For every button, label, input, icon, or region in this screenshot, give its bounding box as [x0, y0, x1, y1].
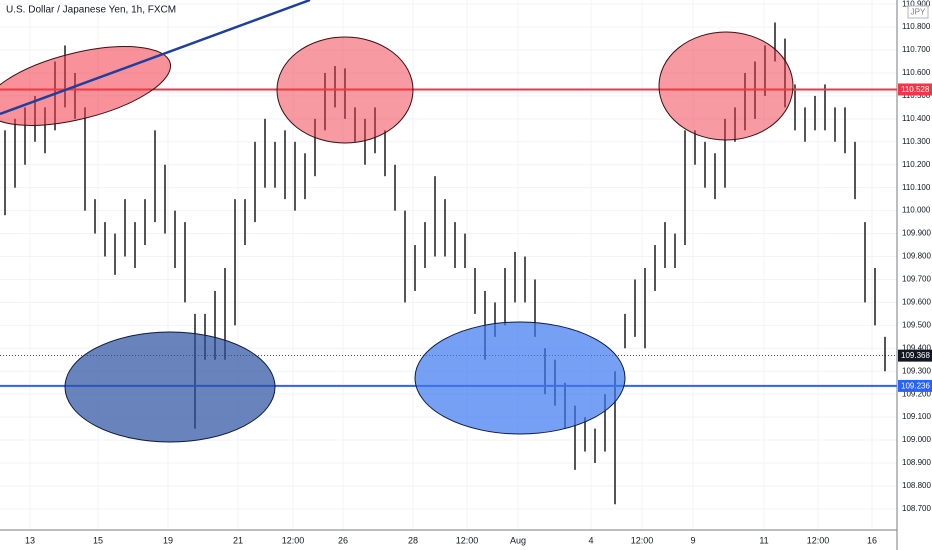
y-tick-label: 108.700	[902, 504, 931, 513]
y-tick-label: 109.600	[902, 298, 931, 307]
resistance-zone	[276, 36, 414, 144]
y-tick-label: 109.800	[902, 252, 931, 261]
axes: 108.700 108.800 108.900 109.000 109.100 109.2…	[25, 0, 932, 545]
level-label: 109.236	[901, 382, 930, 391]
x-tick-label: 26	[338, 535, 348, 545]
y-tick-label: 109.700	[902, 275, 931, 284]
x-tick-label: 28	[408, 535, 418, 545]
y-tick-label: 110.400	[902, 114, 931, 123]
y-tick-label: 110.700	[902, 45, 931, 54]
y-tick-label: 110.900	[902, 0, 931, 8]
resistance-zone	[658, 31, 794, 141]
x-tick-label: 9	[690, 535, 695, 545]
y-tick-label: 109.300	[902, 366, 931, 375]
x-tick-label: 4	[588, 535, 593, 545]
y-tick-label: 110.500	[902, 91, 931, 100]
x-tick-label: 12:00	[807, 535, 830, 545]
y-tick-label: 108.800	[902, 481, 931, 490]
y-tick-label: 109.000	[902, 435, 931, 444]
x-tick-label: 19	[163, 535, 173, 545]
y-tick-label: 109.100	[902, 412, 931, 421]
x-tick-label: 12:00	[456, 535, 479, 545]
y-tick-label: 108.900	[902, 458, 931, 467]
x-tick-label: 12:00	[282, 535, 305, 545]
last-price-box	[898, 349, 932, 362]
support-zone	[414, 321, 626, 435]
currency-box	[907, 5, 929, 19]
y-tick-label: 110.000	[902, 206, 931, 215]
x-tick-label: 13	[25, 535, 35, 545]
chart-title: U.S. Dollar / Japanese Yen, 1h, FXCM	[6, 5, 176, 16]
x-tick-label: 15	[93, 535, 103, 545]
x-tick-label: Aug	[510, 535, 526, 545]
x-tick-label: 11	[759, 535, 768, 545]
level-label-box	[898, 379, 932, 392]
y-tick-label: 109.500	[902, 320, 931, 329]
trend-line	[0, 0, 311, 116]
y-tick-label: 109.400	[902, 343, 931, 352]
y-tick-label: 110.100	[902, 183, 931, 192]
x-tick-label: 21	[233, 535, 243, 545]
level-label-box	[898, 83, 932, 96]
y-tick-label: 110.800	[902, 22, 931, 31]
y-tick-label: 109.900	[902, 229, 931, 238]
y-tick-label: 110.200	[902, 160, 931, 169]
x-tick-label: 16	[867, 535, 877, 545]
level-label: 110.528	[901, 85, 930, 94]
last-price-label: 109.368	[901, 351, 930, 360]
support-zone	[64, 331, 276, 443]
time-axis	[0, 530, 897, 550]
y-tick-label: 109.200	[902, 389, 931, 398]
x-tick-label: 12:00	[631, 535, 654, 545]
currency: JPY	[911, 8, 926, 17]
drawings	[0, 0, 794, 443]
y-tick-label: 110.300	[902, 137, 931, 146]
y-tick-label: 110.600	[902, 68, 931, 77]
